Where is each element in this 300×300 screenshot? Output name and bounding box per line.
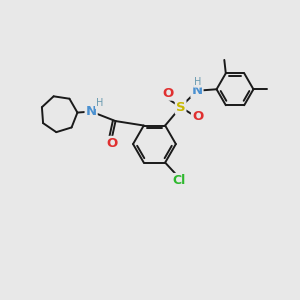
- Text: N: N: [191, 84, 203, 97]
- Text: N: N: [85, 105, 97, 118]
- Text: O: O: [106, 137, 118, 150]
- Text: H: H: [194, 77, 201, 87]
- Text: Cl: Cl: [172, 174, 186, 187]
- Text: O: O: [162, 87, 173, 100]
- Text: S: S: [176, 100, 185, 114]
- Text: O: O: [192, 110, 203, 123]
- Text: H: H: [96, 98, 103, 108]
